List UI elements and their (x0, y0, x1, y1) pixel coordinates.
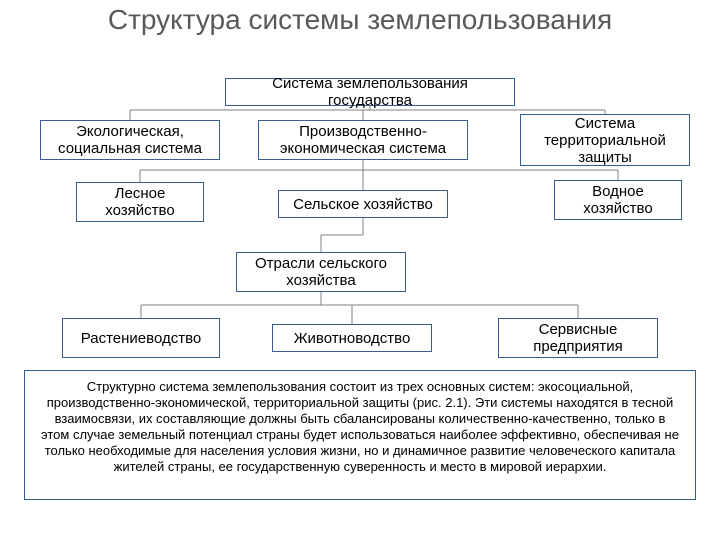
node-l1c: Система территориальной защиты (520, 114, 690, 166)
node-l1b-label: Производственно-экономическая система (265, 123, 461, 157)
page-title: Структура системы землепользования (0, 4, 720, 36)
node-l3: Отрасли сельского хозяйства (236, 252, 406, 292)
node-l4c-label: Сервисные предприятия (505, 321, 651, 355)
node-l4c: Сервисные предприятия (498, 318, 658, 358)
node-root-label: Система землепользования государства (232, 75, 508, 109)
node-l2b-label: Сельское хозяйство (293, 196, 433, 213)
description-box: Структурно система землепользования сост… (24, 370, 696, 500)
node-l2b: Сельское хозяйство (278, 190, 448, 218)
node-l2c-label: Водное хозяйство (561, 183, 675, 217)
node-l1b: Производственно-экономическая система (258, 120, 468, 160)
node-l1a-label: Экологическая, социальная система (47, 123, 213, 157)
node-l3-label: Отрасли сельского хозяйства (243, 255, 399, 289)
node-l1a: Экологическая, социальная система (40, 120, 220, 160)
node-l2a: Лесное хозяйство (76, 182, 204, 222)
node-l2a-label: Лесное хозяйство (83, 185, 197, 219)
node-l2c: Водное хозяйство (554, 180, 682, 220)
node-l4b-label: Животноводство (294, 330, 411, 347)
node-l4b: Животноводство (272, 324, 432, 352)
node-l1c-label: Система территориальной защиты (527, 115, 683, 166)
node-root: Система землепользования государства (225, 78, 515, 106)
diagram-stage: Структура системы землепользования Систе… (0, 0, 720, 540)
node-l4a: Растениеводство (62, 318, 220, 358)
node-l4a-label: Растениеводство (81, 330, 201, 347)
